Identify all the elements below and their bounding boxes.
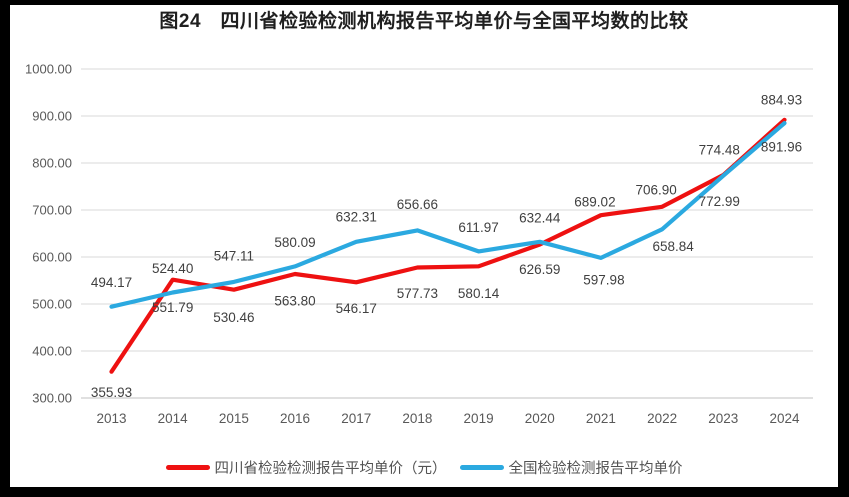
chart-legend: 四川省检验检测报告平均单价（元） 全国检验检测报告平均单价 — [10, 455, 838, 479]
legend-label-national: 全国检验检测报告平均单价 — [508, 460, 683, 477]
chart-background — [10, 5, 838, 487]
legend-item-national: 全国检验检测报告平均单价 — [459, 457, 683, 478]
national-line-swatch — [459, 464, 504, 470]
legend-label-sichuan: 四川省检验检测报告平均单价（元） — [214, 460, 447, 477]
legend-item-sichuan: 四川省检验检测报告平均单价（元） — [165, 457, 447, 478]
chart-title: 图24 四川省检验检测机构报告平均单价与全国平均数的比较 — [159, 11, 689, 32]
sichuan-line-swatch — [165, 464, 210, 470]
